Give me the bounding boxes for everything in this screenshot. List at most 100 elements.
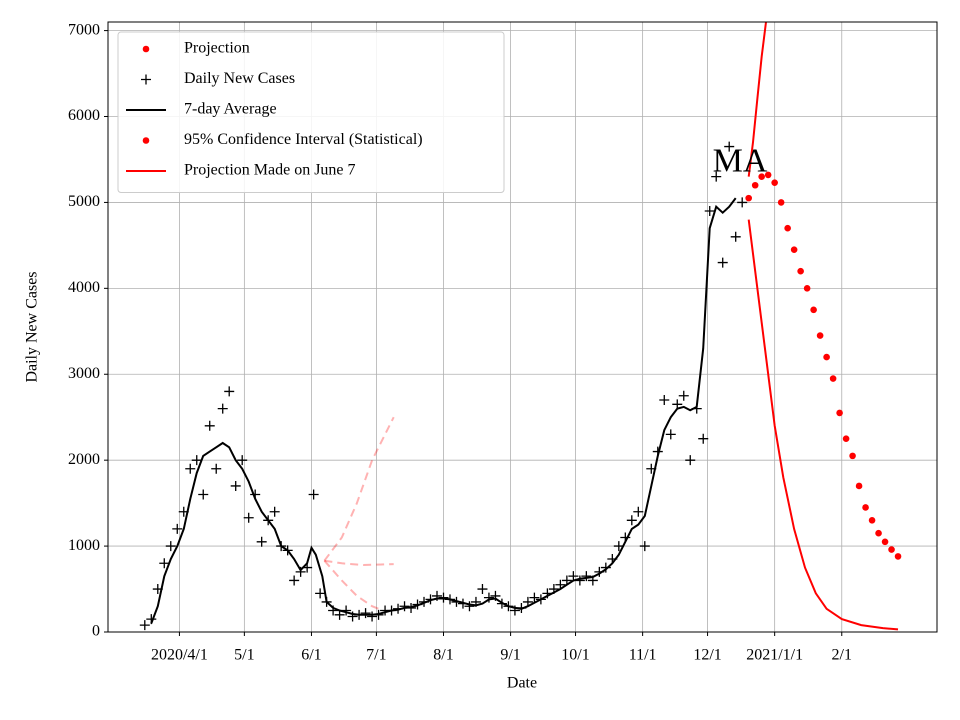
y-tick-label: 0 (92, 623, 100, 640)
x-tick-label: 9/1 (500, 647, 520, 664)
confidence-bound (747, 22, 768, 177)
y-tick-label: 1000 (68, 537, 100, 554)
x-tick-label: 6/1 (301, 647, 321, 664)
projection-dot (842, 435, 850, 442)
projection-dot (784, 224, 791, 232)
case-marker (198, 489, 209, 500)
legend-label: Projection Made on June 7 (184, 162, 356, 179)
case-marker (308, 489, 319, 500)
case-marker (704, 206, 715, 217)
annotation: MA (713, 143, 768, 180)
case-marker (159, 558, 170, 569)
case-marker (256, 536, 267, 547)
y-tick-label: 2000 (68, 451, 100, 468)
projection-dot (790, 246, 798, 253)
legend-label: Projection (184, 40, 250, 57)
case-marker (600, 562, 611, 573)
case-marker (529, 592, 540, 603)
case-marker (185, 463, 196, 474)
projection-dot (881, 538, 889, 546)
x-tick-label: 11/1 (629, 647, 657, 664)
projection-dot (855, 482, 863, 490)
legend-label: Daily New Cases (184, 70, 295, 87)
case-marker (367, 611, 378, 622)
projection-dot (777, 199, 785, 206)
case-marker (204, 420, 215, 431)
case-marker (659, 395, 670, 406)
x-tick-label: 7/1 (366, 647, 386, 664)
case-marker (217, 403, 228, 414)
projection-dot (862, 504, 869, 511)
projection-dot (875, 529, 882, 537)
x-tick-label: 2/1 (832, 647, 852, 664)
case-marker (315, 588, 326, 599)
projection-dot (868, 517, 876, 524)
y-axis-label: Daily New Cases (24, 271, 41, 382)
case-marker (224, 386, 235, 397)
projection-dot (894, 553, 902, 560)
case-marker (685, 455, 696, 466)
case-marker (717, 257, 728, 268)
plot-area (139, 22, 902, 631)
case-marker (243, 512, 254, 523)
legend-swatch (142, 137, 150, 144)
projection-dot (849, 452, 856, 460)
projection-dot (764, 171, 772, 179)
case-marker (737, 197, 748, 208)
legend-label: 7-day Average (184, 101, 277, 118)
projection-dot (771, 179, 778, 186)
case-marker (360, 608, 371, 619)
case-marker (172, 523, 183, 534)
case-marker (191, 455, 202, 466)
legend-label: 95% Confidence Interval (Statistical) (184, 131, 423, 148)
projection-dot (810, 306, 817, 314)
june-projection-line (323, 416, 395, 562)
case-marker (711, 171, 722, 182)
case-marker (139, 620, 150, 631)
case-marker (724, 141, 735, 152)
legend-swatch (142, 45, 150, 53)
case-marker (633, 506, 644, 517)
projection-dot (803, 285, 811, 292)
case-marker (678, 390, 689, 401)
projection-dot (745, 194, 752, 202)
case-marker (464, 601, 475, 612)
axes-frame (107, 21, 938, 633)
projection-dot (888, 546, 895, 553)
case-marker (483, 592, 494, 603)
case-marker (399, 601, 410, 612)
y-tick-label: 6000 (68, 107, 100, 124)
case-marker (165, 541, 176, 552)
case-marker (477, 584, 488, 595)
y-tick-label: 3000 (68, 365, 100, 382)
y-tick-label: 7000 (68, 21, 100, 38)
case-marker (237, 455, 248, 466)
legend: Projection Daily New Cases 7-day Average 95… (117, 31, 505, 193)
case-marker (230, 480, 241, 491)
case-marker (639, 541, 650, 552)
case-marker (269, 506, 280, 517)
x-tick-label: 12/1 (693, 647, 721, 664)
case-marker (665, 429, 676, 440)
x-tick-label: 8/1 (433, 647, 453, 664)
average-line (150, 197, 737, 624)
case-marker (211, 463, 222, 474)
case-marker (581, 571, 592, 582)
x-axis-label: Date (507, 675, 537, 692)
june-projection-line (323, 560, 384, 612)
x-tick-label: 2020/4/1 (151, 647, 208, 664)
projection-dot (758, 173, 765, 180)
y-tick-label: 4000 (68, 279, 100, 296)
projection-dot (797, 267, 804, 275)
legend-swatch (141, 74, 151, 85)
x-tick-label: 10/1 (561, 647, 589, 664)
case-marker (626, 515, 637, 526)
case-marker (698, 433, 709, 444)
projection-dot (836, 409, 843, 417)
y-tick-label: 5000 (68, 193, 100, 210)
projection-dot (816, 332, 824, 339)
projection-dot (823, 353, 830, 361)
projection-dot (751, 181, 759, 189)
x-tick-label: 5/1 (234, 647, 254, 664)
case-marker (289, 575, 300, 586)
